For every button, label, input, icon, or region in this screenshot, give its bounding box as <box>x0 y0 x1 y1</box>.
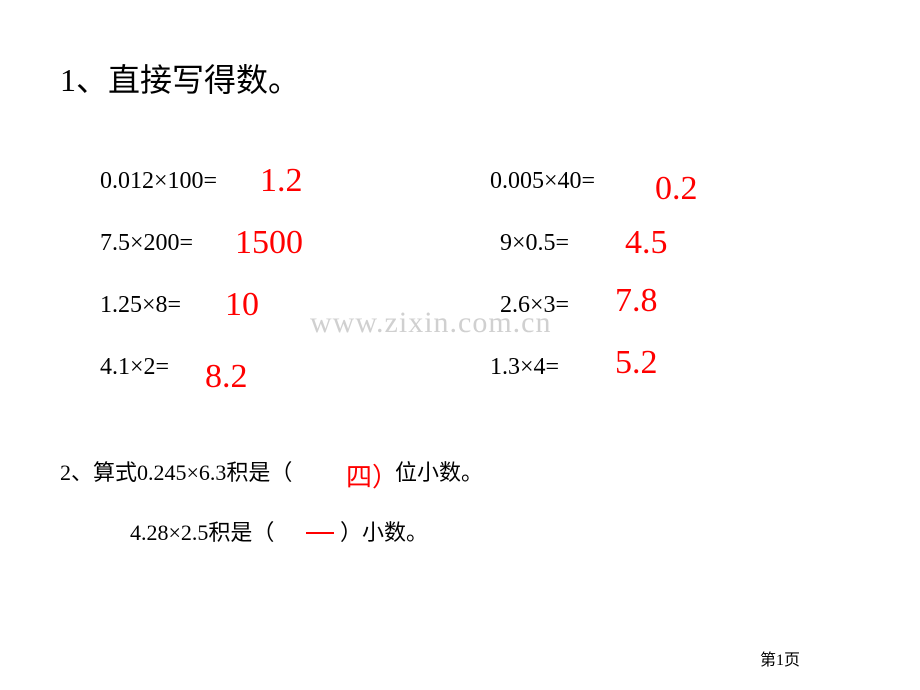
problem-right-1: 0.005×40= <box>490 168 595 195</box>
answer-left-2: 1500 <box>235 224 303 262</box>
section-title: 1、直接写得数。 <box>60 55 300 101</box>
problem-left-3: 1.25×8= <box>100 292 181 319</box>
question2-line2-post: ）小数。 <box>340 515 428 547</box>
answer-right-2: 4.5 <box>625 224 668 262</box>
problem-right-4: 1.3×4= <box>490 354 559 381</box>
answer-right-4: 5.2 <box>615 344 658 382</box>
question2-line1-pre: 2、算式0.245×6.3积是（ <box>60 455 292 487</box>
underline-icon <box>306 532 334 534</box>
answer-right-1: 0.2 <box>655 170 698 208</box>
answer-left-1: 1.2 <box>260 162 303 200</box>
question2-answer1: 四） <box>346 457 398 494</box>
watermark-text: www.zixin.com.cn <box>310 306 552 340</box>
answer-left-3: 10 <box>225 286 259 324</box>
problem-left-1: 0.012×100= <box>100 168 217 195</box>
page-number: 第1页 <box>760 646 800 670</box>
question2-line2-pre: 4.28×2.5积是（ <box>130 515 274 547</box>
problem-left-2: 7.5×200= <box>100 230 193 257</box>
answer-right-3: 7.8 <box>615 282 658 320</box>
problem-left-4: 4.1×2= <box>100 354 169 381</box>
problem-right-2: 9×0.5= <box>500 230 569 257</box>
question2-line1-post: 位小数。 <box>395 455 483 487</box>
answer-left-4: 8.2 <box>205 358 248 396</box>
